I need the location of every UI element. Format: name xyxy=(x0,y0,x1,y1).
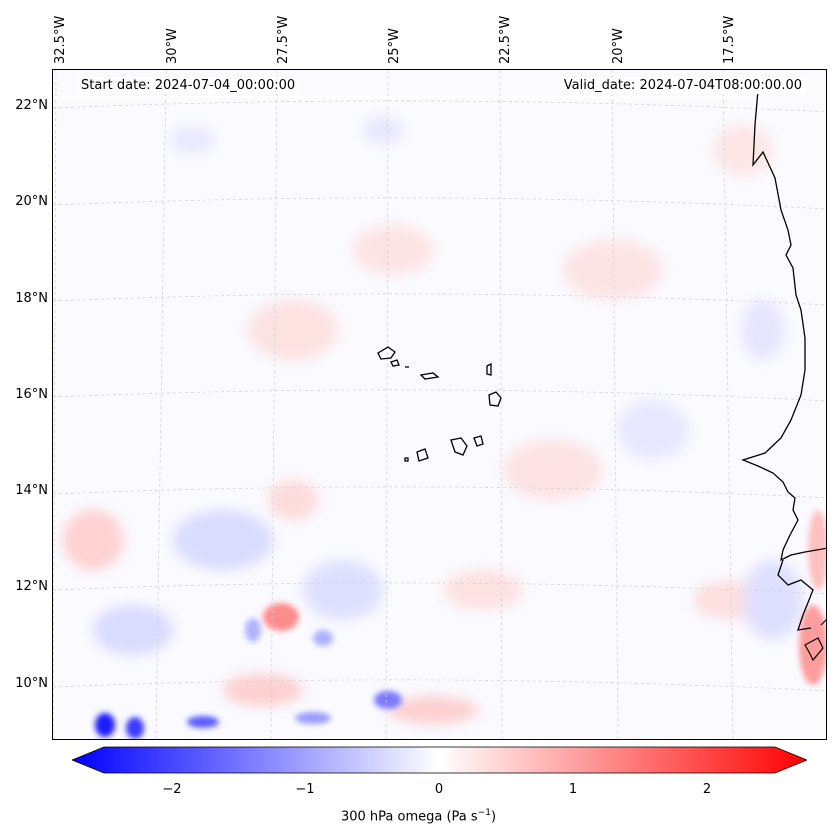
lon-label-20w: 20°W xyxy=(611,28,626,64)
field-background xyxy=(53,70,826,739)
lat-label-16n: 16°N xyxy=(15,387,48,402)
colorbar-tick-1: 1 xyxy=(568,782,578,797)
colorbar-tick-2: 2 xyxy=(702,782,712,797)
valid-date-label: Valid_date: 2024-07-04T08:00:00.00 xyxy=(559,77,806,94)
west-africa-coastline xyxy=(741,89,826,562)
lon-label-22-5w: 22.5°W xyxy=(498,15,513,64)
colorbar-tick-minus-1: −1 xyxy=(295,782,315,797)
gridlines xyxy=(53,70,826,739)
omega-field-map xyxy=(53,70,826,739)
colorbar-graphic xyxy=(70,746,809,774)
lon-label-27-5w: 27.5°W xyxy=(276,15,291,64)
lat-label-20n: 20°N xyxy=(15,194,48,209)
colorbar-tick-0: 0 xyxy=(434,782,444,797)
cape-verde-islands xyxy=(377,346,502,462)
map-panel[interactable]: Start date: 2024-07-04_00:00:00 Valid_da… xyxy=(52,69,827,740)
lat-label-22n: 22°N xyxy=(15,98,48,113)
omega-field-blobs xyxy=(63,116,803,724)
colorbar-title-close: ) xyxy=(490,809,497,825)
colorbar-title-unit-exponent: −1 xyxy=(477,808,491,818)
colorbar-title-text: 300 hPa omega (Pa s xyxy=(340,809,478,825)
coastline-islands-guinea xyxy=(804,619,826,662)
lon-label-17-5w: 17.5°W xyxy=(722,15,737,64)
lon-label-32-5w: 32.5°W xyxy=(53,15,68,64)
lat-label-12n: 12°N xyxy=(15,579,48,594)
omega-field-strong-features xyxy=(95,510,826,739)
lat-label-18n: 18°N xyxy=(15,291,48,306)
colorbar-title: 300 hPa omega (Pa s−1) xyxy=(0,808,837,824)
info-strip xyxy=(53,96,753,98)
colorbar xyxy=(70,746,809,774)
lat-label-10n: 10°N xyxy=(15,676,48,691)
lon-label-25w: 25°W xyxy=(387,28,402,64)
lon-label-30w: 30°W xyxy=(165,28,180,64)
coastline-south-bissau xyxy=(777,559,814,631)
lat-label-14n: 14°N xyxy=(15,483,48,498)
colorbar-body xyxy=(70,746,809,774)
colorbar-tick-minus-2: −2 xyxy=(162,782,182,797)
start-date-label: Start date: 2024-07-04_00:00:00 xyxy=(77,77,300,94)
